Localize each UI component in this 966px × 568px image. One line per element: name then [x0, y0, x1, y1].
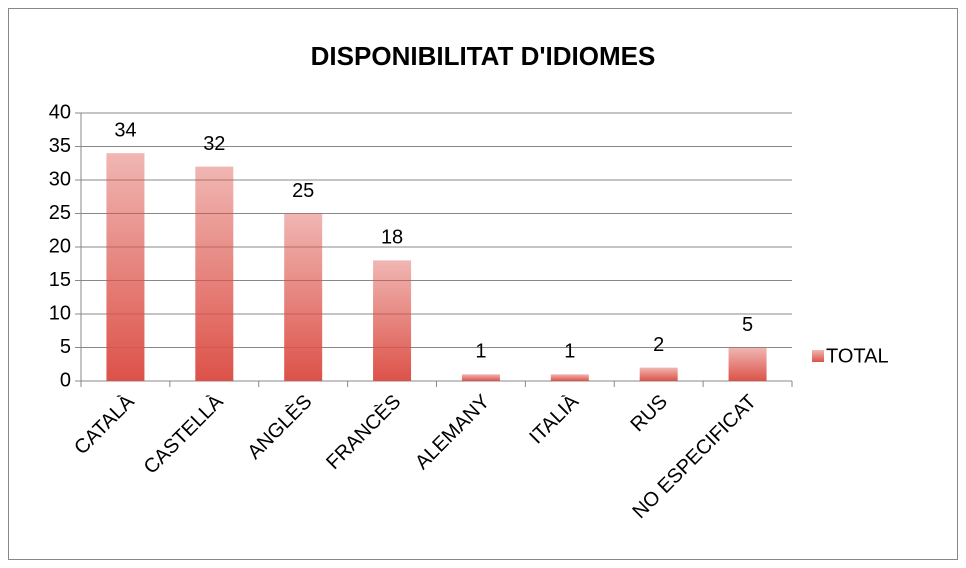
bar — [728, 347, 767, 381]
y-tick-label: 30 — [49, 168, 71, 190]
data-label: 1 — [564, 341, 575, 363]
bar — [461, 374, 500, 381]
y-tick-label: 25 — [49, 202, 71, 224]
data-label: 25 — [292, 180, 314, 202]
y-tick-label: 15 — [49, 269, 71, 291]
y-tick-label: 35 — [49, 135, 71, 157]
bar — [639, 367, 678, 381]
data-label: 32 — [203, 133, 225, 155]
y-tick-label: 5 — [60, 336, 71, 358]
y-tick-label: 40 — [49, 101, 71, 123]
chart-title: DISPONIBILITAT D'IDIOMES — [311, 41, 656, 71]
bar — [284, 213, 323, 381]
data-label: 34 — [114, 119, 136, 141]
bar — [106, 153, 145, 381]
chart-border — [8, 8, 958, 560]
bar — [550, 374, 589, 381]
y-tick-label: 20 — [49, 235, 71, 257]
bar — [373, 260, 412, 381]
y-tick-label: 0 — [60, 369, 71, 391]
bar — [195, 166, 234, 381]
legend-swatch — [812, 350, 824, 362]
data-label: 5 — [742, 314, 753, 336]
data-label: 2 — [653, 334, 664, 356]
y-tick-label: 10 — [49, 302, 71, 324]
data-label: 1 — [475, 341, 486, 363]
data-label: 18 — [381, 227, 403, 249]
legend-label: TOTAL — [826, 345, 889, 367]
